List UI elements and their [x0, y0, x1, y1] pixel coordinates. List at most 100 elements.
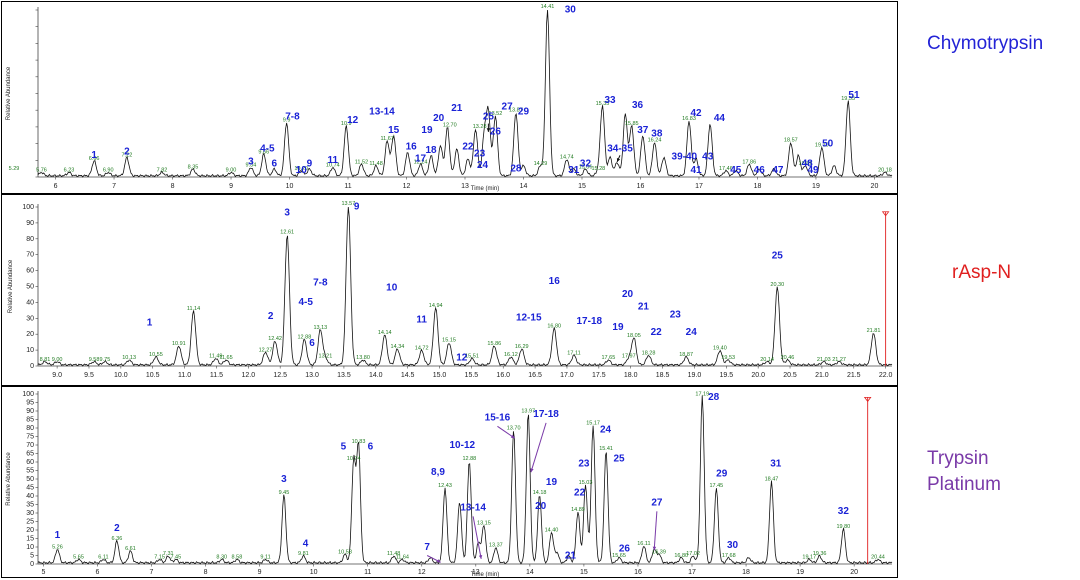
enzyme-label-chymotrypsin: Chymotrypsin — [927, 33, 1044, 54]
retention-time-label: 17.97 — [622, 354, 636, 360]
retention-time-label: 13.15 — [477, 521, 491, 527]
retention-time-label: 13.57 — [341, 201, 355, 207]
x-tick-label: 13.5 — [337, 372, 351, 379]
y-tick-label: 70 — [26, 252, 34, 259]
peak-number-label: 48 — [802, 158, 814, 169]
peak-number-label: 25 — [772, 251, 784, 262]
retention-time-label: 14.29 — [534, 161, 548, 167]
retention-time-label: 16.12 — [504, 352, 518, 358]
retention-time-label: 12.61 — [280, 230, 294, 236]
peak-number-label: 7-8 — [313, 278, 328, 289]
retention-time-label: 19.53 — [721, 355, 735, 361]
peak-number-label: 20 — [622, 289, 634, 300]
retention-time-label: 8.35 — [188, 164, 199, 170]
retention-time-label: 14.40 — [545, 527, 559, 533]
retention-time-label: 11.67 — [381, 136, 394, 142]
retention-time-label: 10.13 — [122, 355, 136, 361]
retention-time-label: 15.85 — [625, 121, 639, 127]
retention-time-label: 15.86 — [487, 341, 501, 347]
x-tick-label: 8 — [204, 569, 208, 576]
x-tick-label: 12 — [418, 569, 426, 576]
retention-time-label: 18.05 — [627, 333, 641, 339]
peak-number-label: 7-8 — [285, 112, 300, 123]
retention-time-label: 14.89 — [571, 507, 585, 513]
peak-number-label: 23 — [670, 309, 682, 320]
marker-triangle — [881, 211, 890, 217]
retention-time-label: 11.14 — [187, 306, 200, 312]
y-axis-title: Relative Abundance — [8, 259, 14, 313]
y-tick-label: 80 — [26, 425, 34, 432]
retention-time-label: 9.9 — [283, 118, 291, 124]
y-axis-title: Relative Abundance — [6, 452, 12, 506]
peak-number-label: 32 — [580, 158, 592, 169]
marker-triangle — [863, 397, 872, 403]
retention-time-label: 11.64 — [396, 555, 409, 561]
peak-number-label: 50 — [822, 138, 834, 149]
peak-number-label: 3 — [281, 474, 287, 485]
peak-number-label: 17 — [415, 153, 427, 164]
peak-number-label: 26 — [490, 127, 502, 138]
retention-time-label: 7.15 — [154, 555, 165, 561]
x-tick-label: 9.5 — [84, 372, 94, 379]
peak-number-label: 9 — [307, 158, 313, 169]
retention-time-label: 16.80 — [674, 553, 688, 559]
retention-time-label: 12.88 — [298, 335, 312, 341]
retention-time-label: 5.29 — [9, 166, 20, 172]
retention-time-label: 18.57 — [784, 138, 798, 144]
peak-number-label: 49 — [807, 165, 819, 176]
x-tick-label: 20.5 — [783, 372, 797, 379]
peak-number-label: 24 — [600, 425, 612, 436]
chromatogram-trace — [37, 206, 893, 367]
y-tick-label: 55 — [26, 468, 34, 475]
y-tick-label: 15 — [26, 536, 34, 543]
retention-time-label: 10.20 — [294, 166, 308, 172]
retention-time-label: 11.48 — [387, 551, 400, 557]
x-tick-label: 19 — [796, 569, 804, 576]
peak-number-label: 4-5 — [298, 297, 313, 308]
peak-number-label: 47 — [772, 165, 784, 176]
peak-number-label: 22 — [462, 142, 474, 153]
y-tick-label: 75 — [26, 434, 34, 441]
x-tick-label: 19 — [812, 183, 820, 190]
peak-number-label: 21 — [638, 302, 650, 313]
y-tick-label: 30 — [26, 510, 34, 517]
retention-time-label: 12.43 — [438, 483, 452, 489]
retention-time-label: 9.66 — [258, 149, 269, 155]
peak-number-label: 25 — [613, 453, 625, 464]
y-tick-label: 0 — [30, 363, 34, 370]
retention-time-label: 14.18 — [533, 490, 547, 496]
retention-time-label: 14.74 — [560, 154, 574, 160]
retention-time-label: 11.65 — [219, 355, 232, 361]
peak-number-label: 51 — [848, 90, 860, 101]
retention-time-label: 8.30 — [216, 555, 227, 561]
retention-time-label: 9.58 — [89, 357, 100, 363]
retention-time-label: 13.52 — [489, 111, 503, 117]
x-tick-label: 10 — [310, 569, 318, 576]
y-tick-label: 100 — [22, 204, 34, 211]
chromatogram-panel-trypsin-platinum: 0 5 10 15 20 25 30 35 40 45 50 55 60 65 70 75 80 85 90 95 10… — [1, 386, 898, 578]
peak-number-label: 31 — [568, 165, 580, 176]
peak-number-label: 17-18 — [533, 409, 559, 420]
retention-time-label: 16.39 — [652, 550, 666, 556]
retention-time-label: 20.30 — [770, 282, 784, 288]
peak-number-label: 46 — [754, 165, 766, 176]
retention-time-label: 13.87 — [509, 108, 523, 114]
y-tick-label: 25 — [26, 519, 34, 526]
retention-time-label: 18.87 — [679, 352, 693, 358]
retention-time-label: 19.17 — [802, 555, 816, 561]
retention-time-label: 10.91 — [172, 341, 186, 347]
retention-time-label: 8.58 — [232, 555, 243, 561]
retention-time-label: 15.06 — [579, 164, 593, 170]
retention-time-label: 13.28 — [473, 124, 487, 130]
peak-number-label: 24 — [477, 160, 489, 171]
retention-time-label: 5.76 — [36, 168, 47, 174]
x-tick-label: 14 — [526, 569, 534, 576]
peak-number-label: 33 — [605, 95, 617, 106]
retention-time-label: 20.18 — [878, 168, 892, 174]
x-tick-label: 5 — [41, 569, 45, 576]
retention-time-label: 15.51 — [465, 354, 479, 360]
peak-number-label: 38 — [651, 128, 663, 139]
y-tick-label: 45 — [26, 485, 34, 492]
peak-number-label: 1 — [91, 150, 97, 161]
y-tick-label: 95 — [26, 400, 34, 407]
